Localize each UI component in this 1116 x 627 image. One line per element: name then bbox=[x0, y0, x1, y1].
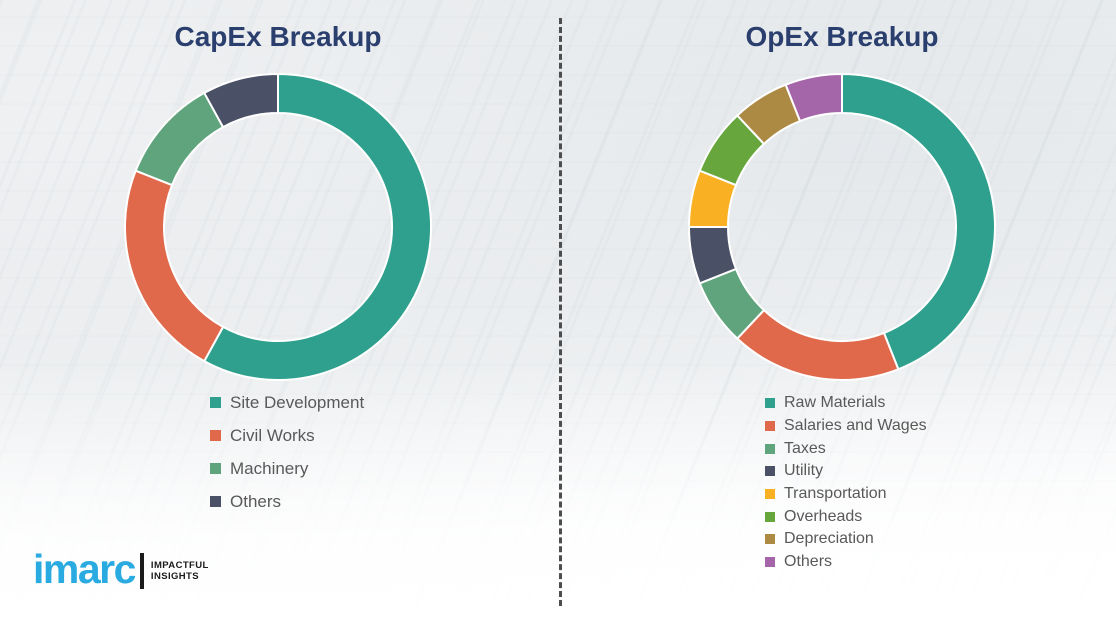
capex-donut-chart bbox=[123, 72, 433, 382]
legend-swatch-icon bbox=[765, 534, 775, 545]
legend-label: Civil Works bbox=[230, 425, 315, 445]
legend-swatch-icon bbox=[210, 496, 221, 507]
legend-item-raw-materials: Raw Materials bbox=[765, 392, 927, 415]
opex-legend: Raw Materials Salaries and Wages Taxes Util… bbox=[765, 392, 927, 574]
imarc-tagline-line-2: INSIGHTS bbox=[150, 571, 199, 582]
legend-label: Utility bbox=[784, 462, 824, 480]
legend-item-site-development: Site Development bbox=[210, 386, 364, 419]
legend-label: Others bbox=[230, 491, 282, 511]
legend-swatch-icon bbox=[210, 463, 221, 474]
imarc-logo-separator-bar bbox=[139, 553, 144, 589]
legend-label: Salaries and Wages bbox=[784, 417, 927, 435]
donut-segment-salaries-and-wages bbox=[736, 309, 900, 381]
donut-segment-raw-materials bbox=[841, 73, 997, 371]
legend-item-salaries-and-wages: Salaries and Wages bbox=[765, 415, 927, 438]
capex-chart-title: CapEx Breakup bbox=[174, 21, 382, 52]
legend-swatch-icon bbox=[765, 443, 775, 454]
legend-item-taxes: Taxes bbox=[765, 437, 927, 460]
opex-donut-chart bbox=[687, 72, 997, 382]
donut-segment-machinery bbox=[134, 91, 225, 187]
imarc-logo-tagline: IMPACTFUL INSIGHTS bbox=[151, 560, 209, 583]
legend-item-utility: Utility bbox=[765, 460, 927, 483]
legend-item-machinery: Machinery bbox=[210, 452, 364, 485]
legend-swatch-icon bbox=[765, 511, 775, 522]
legend-item-civil-works: Civil Works bbox=[210, 419, 364, 452]
legend-label: Taxes bbox=[784, 439, 826, 457]
legend-swatch-icon bbox=[765, 421, 775, 432]
legend-label: Overheads bbox=[784, 507, 863, 525]
legend-item-transportation: Transportation bbox=[765, 483, 927, 506]
donut-segment-site-development bbox=[203, 73, 432, 381]
legend-swatch-icon bbox=[765, 557, 775, 568]
divider-dashed-line bbox=[559, 18, 562, 606]
imarc-tagline-line-1: IMPACTFUL bbox=[150, 559, 209, 571]
legend-label: Others bbox=[784, 553, 833, 571]
legend-swatch-icon bbox=[765, 489, 775, 500]
legend-swatch-icon bbox=[210, 397, 221, 408]
legend-label: Depreciation bbox=[784, 530, 874, 548]
legend-item-others: Others bbox=[210, 485, 364, 518]
legend-label: Site Development bbox=[230, 392, 365, 412]
legend-swatch-icon bbox=[765, 398, 775, 409]
legend-item-depreciation: Depreciation bbox=[765, 528, 927, 551]
legend-label: Transportation bbox=[784, 485, 887, 503]
legend-item-others: Others bbox=[765, 551, 927, 574]
legend-label: Machinery bbox=[230, 458, 309, 478]
donut-segment-others bbox=[784, 73, 843, 123]
legend-label: Raw Materials bbox=[784, 394, 886, 412]
imarc-logo-wordmark: imarc bbox=[33, 546, 136, 592]
legend-item-overheads: Overheads bbox=[765, 505, 927, 528]
capex-legend: Site Development Civil Works Machinery Othe… bbox=[210, 386, 364, 518]
imarc-logo: imarc IMPACTFUL INSIGHTS bbox=[33, 549, 209, 593]
legend-swatch-icon bbox=[765, 466, 775, 477]
donut-segment-civil-works bbox=[124, 169, 225, 363]
legend-swatch-icon bbox=[210, 430, 221, 441]
opex-chart-title: OpEx Breakup bbox=[745, 21, 939, 52]
donut-segment-others bbox=[203, 73, 279, 129]
